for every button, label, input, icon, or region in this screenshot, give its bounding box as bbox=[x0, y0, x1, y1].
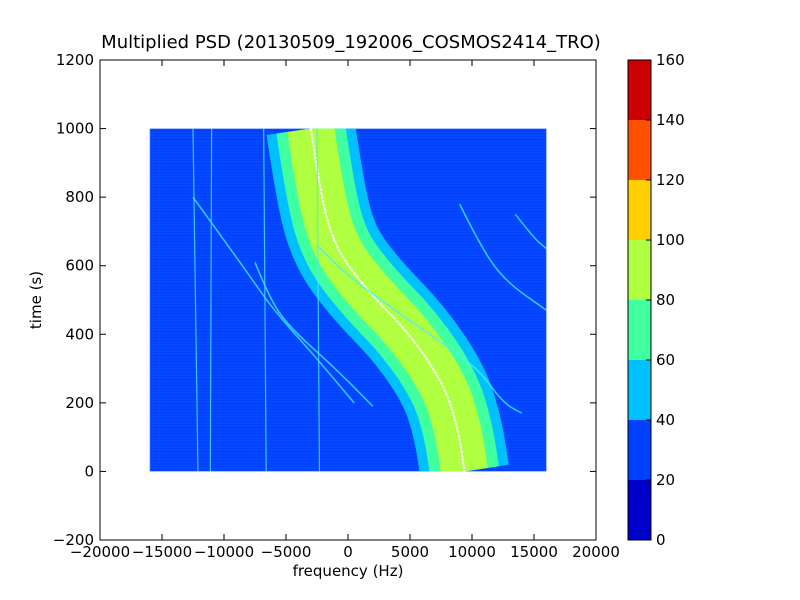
y-tick-label: 800 bbox=[65, 188, 94, 206]
colorbar-tick-label: 20 bbox=[656, 471, 675, 489]
colorbar: 0 20 40 60 80 100 120 140 160 bbox=[627, 51, 685, 549]
x-tick-label: −10000 bbox=[194, 543, 254, 561]
y-tick-label: 1000 bbox=[56, 120, 94, 138]
y-tick-label: −200 bbox=[53, 531, 94, 549]
x-axis-label: frequency (Hz) bbox=[293, 562, 404, 580]
x-tick-label: 5000 bbox=[391, 543, 429, 561]
colorbar-segment bbox=[628, 120, 651, 180]
faint-track bbox=[514, 213, 547, 250]
vertical-line bbox=[263, 128, 267, 472]
faint-track bbox=[316, 244, 522, 414]
x-tick-label: 0 bbox=[343, 543, 353, 561]
colorbar-tick-label: 160 bbox=[656, 51, 685, 69]
colorbar-segment bbox=[628, 60, 651, 120]
x-tick-label: −20000 bbox=[70, 543, 130, 561]
heatmap bbox=[149, 128, 547, 472]
x-tick-label: 10000 bbox=[448, 543, 496, 561]
y-tick-label: 400 bbox=[65, 325, 94, 343]
faint-track bbox=[458, 203, 547, 311]
vertical-line bbox=[192, 128, 199, 472]
x-axis: −20000 −15000 −10000 −5000 0 5000 10000 15000 20… bbox=[70, 60, 620, 561]
colorbar-segment bbox=[628, 480, 651, 540]
x-tick-label: 15000 bbox=[510, 543, 558, 561]
y-axis: −200 0 200 400 600 800 1000 1200 bbox=[53, 51, 596, 549]
colorbar-tick-label: 80 bbox=[656, 291, 675, 309]
y-tick-label: 200 bbox=[65, 394, 94, 412]
faint-track bbox=[192, 196, 355, 404]
y-tick-label: 1200 bbox=[56, 51, 94, 69]
colorbar-segment bbox=[628, 240, 651, 300]
colorbar-tick-label: 140 bbox=[656, 111, 685, 129]
x-tick-label: −15000 bbox=[132, 543, 192, 561]
colorbar-segment bbox=[628, 300, 651, 360]
y-axis-label: time (s) bbox=[27, 271, 45, 329]
colorbar-tick-label: 120 bbox=[656, 171, 685, 189]
main-band-center bbox=[309, 128, 466, 472]
colorbar-tick-label: 100 bbox=[656, 231, 685, 249]
colorbar-segment bbox=[628, 420, 651, 480]
y-tick-label: 600 bbox=[65, 257, 94, 275]
colorbar-tick-label: 60 bbox=[656, 351, 675, 369]
x-tick-label: −5000 bbox=[261, 543, 312, 561]
plot-area bbox=[149, 128, 547, 472]
vertical-line bbox=[316, 128, 321, 472]
colorbar-segment bbox=[628, 360, 651, 420]
vertical-line bbox=[209, 128, 213, 472]
colorbar-segment bbox=[628, 180, 651, 240]
x-tick-label: 20000 bbox=[572, 543, 620, 561]
colorbar-tick-label: 40 bbox=[656, 411, 675, 429]
faint-track bbox=[254, 262, 374, 407]
colorbar-tick-label: 0 bbox=[656, 531, 666, 549]
chart-title: Multiplied PSD (20130509_192006_COSMOS24… bbox=[101, 32, 601, 53]
y-tick-label: 0 bbox=[84, 462, 94, 480]
